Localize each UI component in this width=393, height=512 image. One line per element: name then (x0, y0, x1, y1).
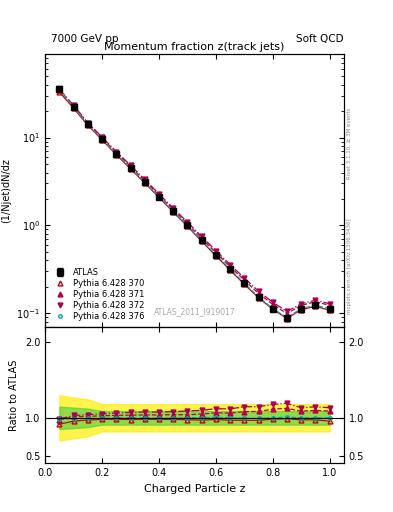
Text: Rivet 3.1.10, ≥ 3M events: Rivet 3.1.10, ≥ 3M events (347, 108, 352, 179)
Text: mcplots.cern.ch [arXiv:1306.3436]: mcplots.cern.ch [arXiv:1306.3436] (347, 219, 352, 314)
Text: Soft QCD: Soft QCD (296, 33, 344, 44)
Legend: ATLAS, Pythia 6.428 370, Pythia 6.428 371, Pythia 6.428 372, Pythia 6.428 376: ATLAS, Pythia 6.428 370, Pythia 6.428 37… (48, 265, 147, 324)
Text: 7000 GeV pp: 7000 GeV pp (51, 33, 119, 44)
Y-axis label: (1/Njet)dN/dz: (1/Njet)dN/dz (1, 158, 11, 223)
Text: ATLAS_2011_I919017: ATLAS_2011_I919017 (154, 307, 235, 316)
X-axis label: Charged Particle z: Charged Particle z (144, 484, 245, 494)
Y-axis label: Ratio to ATLAS: Ratio to ATLAS (9, 359, 19, 431)
Title: Momentum fraction z(track jets): Momentum fraction z(track jets) (105, 41, 285, 52)
